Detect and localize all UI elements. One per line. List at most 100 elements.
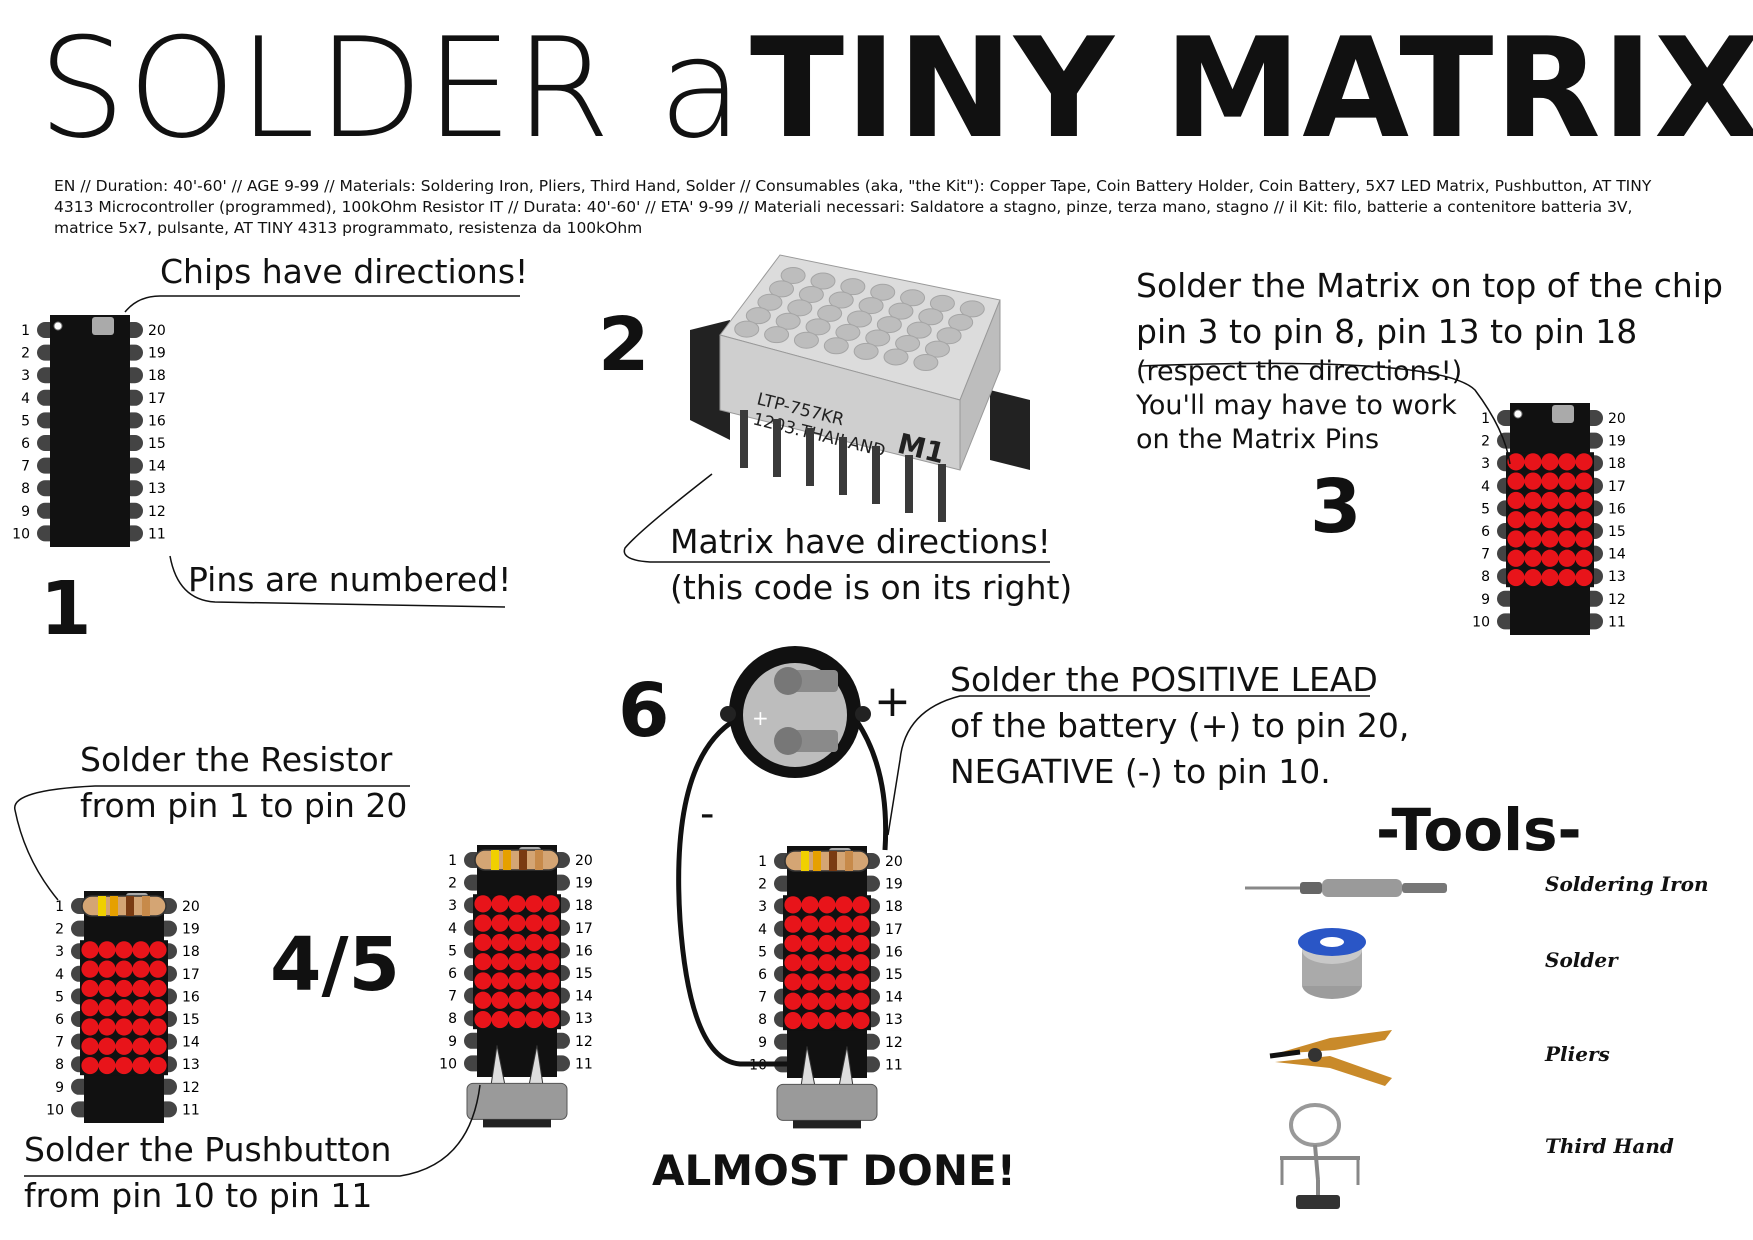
pin-number-left: 6: [1481, 524, 1490, 540]
pin-number-left: 1: [448, 853, 457, 869]
led-dot: [818, 915, 836, 933]
pin-number-left: 4: [758, 922, 767, 938]
pushbutton-base: [483, 1119, 551, 1128]
matrix-led-dome: [888, 302, 914, 320]
matrix-leg: [740, 410, 748, 468]
led-dot: [81, 1018, 99, 1036]
led-dot: [98, 999, 116, 1017]
step1-leader-bottom: [169, 555, 506, 608]
resistor-band: [845, 851, 853, 871]
matrix-led-dome: [780, 266, 806, 284]
pin-number-right: 19: [885, 877, 903, 893]
led-dot: [801, 915, 819, 933]
pin-number-right: 11: [182, 1102, 200, 1118]
pin-number-left: 9: [1481, 592, 1490, 608]
led-dot: [98, 941, 116, 959]
step6-number: 6: [618, 668, 670, 754]
pin-number-right: 19: [182, 922, 200, 938]
pin-number-left: 8: [758, 1012, 767, 1028]
step4-resistor-line2: from pin 1 to pin 20: [80, 786, 408, 825]
led-dot: [98, 1037, 116, 1055]
led-dot: [852, 1011, 870, 1030]
led-dot: [525, 1010, 543, 1029]
led-dot: [818, 992, 836, 1010]
led-dot: [491, 972, 509, 990]
led-dot: [852, 954, 870, 972]
step1-number: 1: [40, 566, 92, 652]
led-dot: [784, 934, 802, 953]
led-dot: [525, 991, 543, 1009]
matrix-led-dome: [936, 327, 962, 345]
matrix-led-dome: [828, 291, 854, 309]
pin-number-right: 18: [885, 899, 903, 915]
led-dot: [115, 979, 133, 998]
matrix-led-dome: [810, 272, 836, 290]
pin-number-right: 16: [885, 944, 903, 960]
pin-number-right: 20: [182, 899, 200, 915]
led-dot: [149, 941, 167, 959]
led-dot: [801, 954, 819, 972]
step6-leader: [887, 695, 1370, 836]
resistor-band: [110, 896, 118, 916]
led-dot: [1558, 491, 1576, 510]
led-dot: [491, 1010, 509, 1029]
positive-wire: [853, 718, 889, 851]
step3-leader: [1139, 362, 1511, 465]
pin-number-left: 3: [1481, 456, 1490, 472]
pushbutton-body: [466, 1082, 568, 1120]
step4-leader: [14, 785, 410, 901]
step1-leader-top: [124, 295, 520, 313]
matrix-led-dome: [948, 313, 974, 331]
matrix-led-dome: [959, 300, 985, 318]
led-dot: [81, 1056, 99, 1075]
matrix-led-dome: [876, 316, 902, 334]
led-dot: [784, 954, 802, 972]
pin-number-left: 8: [21, 481, 30, 497]
led-dot: [132, 1018, 150, 1036]
led-dot: [1507, 568, 1525, 587]
pin-number-left: 1: [21, 323, 30, 339]
pin-number-right: 11: [1608, 614, 1626, 630]
matrix-led-dome: [900, 289, 926, 307]
pin-number-right: 16: [1608, 501, 1626, 517]
pin-number-right: 20: [885, 854, 903, 870]
matrix-led-dome: [924, 340, 950, 358]
led-dot: [115, 999, 133, 1017]
resistor-band: [126, 896, 134, 916]
led-dot: [1507, 549, 1525, 567]
pin-number-left: 2: [55, 922, 64, 938]
pin-number-left: 1: [758, 854, 767, 870]
pin-number-right: 13: [1608, 569, 1626, 585]
led-dot: [1524, 568, 1542, 587]
led-dot: [474, 914, 492, 932]
led-dot: [491, 953, 509, 971]
pin-number-right: 13: [885, 1012, 903, 1028]
led-dot: [81, 999, 99, 1017]
resistor-band: [98, 896, 106, 916]
pin-number-right: 14: [885, 990, 903, 1006]
led-dot: [852, 973, 870, 991]
led-dot: [1541, 530, 1559, 548]
led-dot: [491, 991, 509, 1009]
led-dot: [818, 973, 836, 991]
led-dot: [1558, 453, 1576, 471]
pin-number-left: 9: [758, 1035, 767, 1051]
led-dot: [784, 992, 802, 1010]
led-dot: [132, 941, 150, 959]
battery-minus-sign: -: [700, 791, 715, 837]
pin-number-left: 2: [1481, 434, 1490, 450]
led-dot: [1507, 472, 1525, 490]
pin-number-right: 17: [148, 391, 166, 407]
step3-line5: on the Matrix Pins: [1136, 424, 1380, 455]
step5-leader: [24, 1084, 481, 1177]
led-dot: [115, 1018, 133, 1036]
pin-number-right: 12: [182, 1080, 200, 1096]
led-dot: [474, 972, 492, 990]
pin-number-left: 9: [21, 504, 30, 520]
step3-line1: Solder the Matrix on top of the chip: [1136, 266, 1723, 305]
resistor-band: [535, 850, 543, 870]
pin-number-left: 4: [55, 967, 64, 983]
led-dot: [132, 1037, 150, 1055]
step1-bottom-label: Pins are numbered!: [188, 560, 512, 599]
pushbutton-body: [776, 1083, 878, 1121]
